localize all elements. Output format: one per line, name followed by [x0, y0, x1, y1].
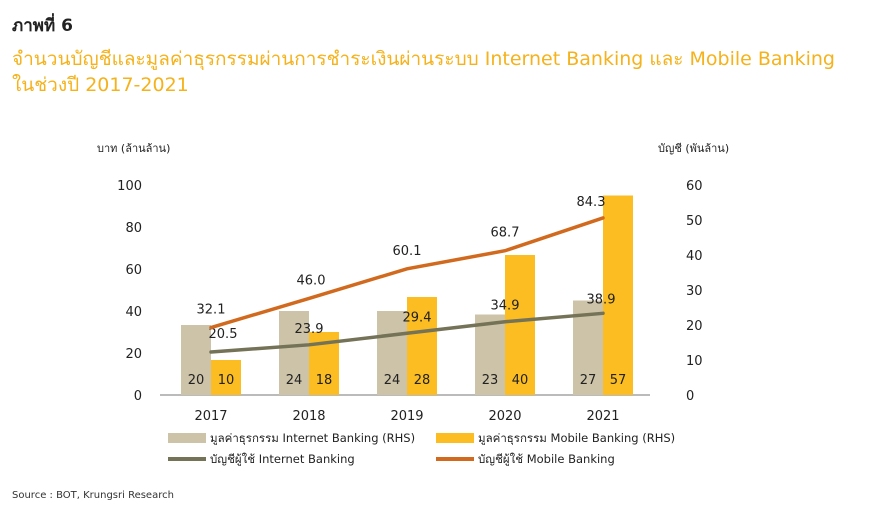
- right-tick-label: 10: [686, 354, 703, 369]
- legend-label: บัญชีผู้ใช้ Internet Banking: [210, 452, 355, 466]
- right-tick-label: 40: [686, 249, 703, 264]
- bar: [181, 325, 211, 395]
- combo-chart: บาท (ล้านล้าน) บัญชี (พันล้าน) 0 20 40 60 80…: [97, 142, 729, 466]
- left-axis-label: บาท (ล้านล้าน): [97, 142, 170, 155]
- line-value-label: 20.5: [209, 327, 238, 342]
- bar-value-label: 10: [218, 373, 235, 388]
- left-tick-label: 20: [125, 347, 142, 362]
- legend-label: มูลค่าธุรกรรม Internet Banking (RHS): [210, 431, 415, 445]
- chart-title: จำนวนบัญชีและมูลค่าธุรกรรมผ่านการชำระเงิ…: [12, 48, 835, 96]
- bar-value-label: 57: [610, 373, 627, 388]
- series-line: [209, 216, 605, 330]
- right-tick-label: 30: [686, 284, 703, 299]
- bar-value-label: 40: [512, 373, 529, 388]
- figure-label: ภาพที่ 6: [12, 16, 73, 36]
- bar: [475, 314, 505, 395]
- legend-swatch: [168, 433, 206, 443]
- legend-label: บัญชีผู้ใช้ Mobile Banking: [478, 452, 615, 466]
- right-axis-label: บัญชี (พันล้าน): [658, 142, 729, 155]
- line-value-label: 60.1: [393, 244, 422, 259]
- line-value-label: 29.4: [403, 310, 432, 325]
- left-tick-label: 100: [117, 179, 142, 194]
- bar-value-label: 24: [384, 373, 401, 388]
- left-tick-label: 40: [125, 305, 142, 320]
- line-value-label: 34.9: [491, 299, 520, 314]
- bar-value-label: 20: [188, 373, 205, 388]
- right-tick-label: 20: [686, 319, 703, 334]
- bar-value-label: 18: [316, 373, 333, 388]
- bar-value-label: 28: [414, 373, 431, 388]
- bar: [279, 311, 309, 395]
- bar-value-label: 24: [286, 373, 303, 388]
- legend: มูลค่าธุรกรรม Internet Banking (RHS) มูลค…: [168, 431, 675, 466]
- x-tick-label: 2017: [194, 409, 227, 424]
- line-value-label: 23.9: [295, 322, 324, 337]
- x-tick-label: 2019: [390, 409, 423, 424]
- x-tick-label: 2018: [292, 409, 325, 424]
- source-note: Source : BOT, Krungsri Research: [12, 490, 174, 501]
- left-tick-label: 60: [125, 263, 142, 278]
- x-axis-ticks: 2017 2018 2019 2020 2021: [194, 409, 619, 424]
- bar: [603, 195, 633, 395]
- left-tick-label: 80: [125, 221, 142, 236]
- left-tick-label: 0: [134, 389, 142, 404]
- line-value-label: 84.3: [577, 195, 606, 210]
- bar: [407, 297, 437, 395]
- bar-value-label: 23: [482, 373, 499, 388]
- bar-value-label: 27: [580, 373, 597, 388]
- line-value-label: 68.7: [491, 226, 520, 241]
- line-series: 20.5 23.9 29.4 34.9 38.9 32.1 46.0 60.1 68.7 84.3: [197, 195, 616, 354]
- line-value-label: 38.9: [587, 292, 616, 307]
- right-tick-label: 0: [686, 389, 694, 404]
- right-axis-ticks: 0 10 20 30 40 50 60: [686, 179, 703, 404]
- series-line: [209, 311, 605, 354]
- bar: [505, 255, 535, 395]
- right-tick-label: 60: [686, 179, 703, 194]
- legend-swatch: [436, 433, 474, 443]
- left-axis-ticks: 0 20 40 60 80 100: [117, 179, 142, 404]
- right-tick-label: 50: [686, 214, 703, 229]
- line-value-label: 46.0: [297, 273, 326, 288]
- line-value-label: 32.1: [197, 303, 226, 318]
- bar: [211, 360, 241, 395]
- x-tick-label: 2021: [586, 409, 619, 424]
- bar-series: 20 24 24 23 27 10 18 28 40 57: [181, 195, 633, 395]
- bar: [377, 311, 407, 395]
- legend-label: มูลค่าธุรกรรม Mobile Banking (RHS): [478, 431, 675, 445]
- x-tick-label: 2020: [488, 409, 521, 424]
